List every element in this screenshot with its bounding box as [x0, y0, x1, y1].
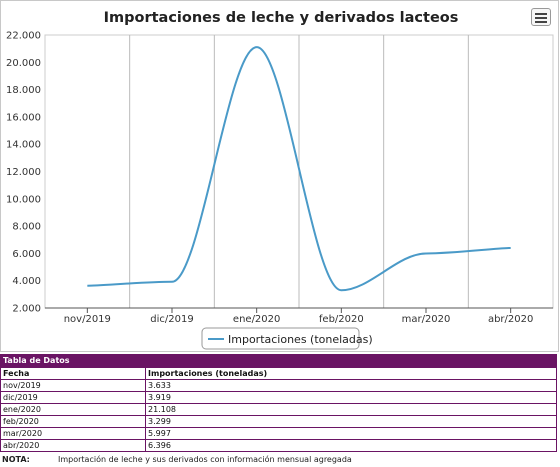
cell-fecha: nov/2019: [0, 379, 146, 392]
data-table: Tabla de Datos Fecha Importaciones (tone…: [0, 354, 557, 452]
hamburger-icon: [535, 13, 547, 15]
hamburger-icon-line: [535, 21, 547, 23]
cell-importaciones: 5.997: [145, 427, 557, 440]
chart-title: Importaciones de leche y derivados lacte…: [104, 10, 459, 26]
table-row: feb/2020 3.299: [0, 415, 557, 428]
cell-fecha: dic/2019: [0, 391, 146, 404]
y-tick-label: 10.000: [6, 194, 41, 205]
cell-importaciones: 6.396: [145, 439, 557, 452]
x-tick-label: feb/2020: [319, 314, 364, 325]
y-tick-label: 20.000: [6, 58, 41, 69]
legend-label: Importaciones (toneladas): [228, 333, 373, 346]
y-tick-label: 8.000: [12, 222, 41, 233]
y-tick-label: 16.000: [6, 112, 41, 123]
chart-panel: Importaciones de leche y derivados lacte…: [0, 0, 559, 352]
y-tick-label: 6.000: [12, 249, 41, 260]
grid-lines: [44, 34, 554, 309]
table-row: nov/2019 3.633: [0, 379, 557, 392]
y-tick-label: 2.000: [12, 304, 41, 315]
x-tick-label: ene/2020: [233, 314, 280, 325]
table-row: dic/2019 3.919: [0, 391, 557, 404]
y-tick-label: 14.000: [6, 140, 41, 151]
series-line: [87, 46, 511, 292]
chart-menu-button[interactable]: [531, 8, 551, 26]
cell-importaciones: 21.108: [145, 403, 557, 416]
note-label: NOTA:: [2, 455, 30, 464]
note-text: Importación de leche y sus derivados con…: [58, 455, 352, 464]
cell-importaciones: 3.633: [145, 379, 557, 392]
header-fecha: Fecha: [0, 367, 146, 380]
y-tick-label: 22.000: [6, 31, 41, 42]
legend[interactable]: Importaciones (toneladas): [201, 327, 373, 350]
table-caption: Tabla de Datos: [0, 354, 557, 367]
cell-fecha: mar/2020: [0, 427, 146, 440]
cell-fecha: feb/2020: [0, 415, 146, 428]
line-chart: Importaciones de leche y derivados lacte…: [6, 10, 554, 350]
x-tick-label: nov/2019: [64, 314, 111, 325]
table-row: ene/2020 21.108: [0, 403, 557, 416]
header-importaciones: Importaciones (toneladas): [145, 367, 557, 380]
y-tick-label: 12.000: [6, 167, 41, 178]
x-tick-label: mar/2020: [402, 314, 451, 325]
x-axis-ticks: nov/2019 dic/2019 ene/2020 feb/2020 mar/2020…: [64, 308, 533, 325]
table-header-row: Fecha Importaciones (toneladas): [0, 367, 557, 380]
y-tick-label: 4.000: [12, 276, 41, 287]
data-table-section: Tabla de Datos Fecha Importaciones (tone…: [0, 354, 559, 452]
x-tick-label: abr/2020: [488, 314, 533, 325]
footnote: NOTA: Importación de leche y sus derivado…: [2, 455, 352, 464]
y-axis-ticks: 2.000 4.000 6.000 8.000 10.000 12.000 14.000 16…: [6, 31, 41, 315]
hamburger-icon-line: [535, 17, 547, 19]
legend-box: [201, 327, 360, 350]
table-row: abr/2020 6.396: [0, 439, 557, 452]
x-tick-label: dic/2019: [150, 314, 193, 325]
series-group: [87, 46, 511, 292]
cell-importaciones: 3.919: [145, 391, 557, 404]
cell-importaciones: 3.299: [145, 415, 557, 428]
table-row: mar/2020 5.997: [0, 427, 557, 440]
y-tick-label: 18.000: [6, 85, 41, 96]
cell-fecha: abr/2020: [0, 439, 146, 452]
cell-fecha: ene/2020: [0, 403, 146, 416]
